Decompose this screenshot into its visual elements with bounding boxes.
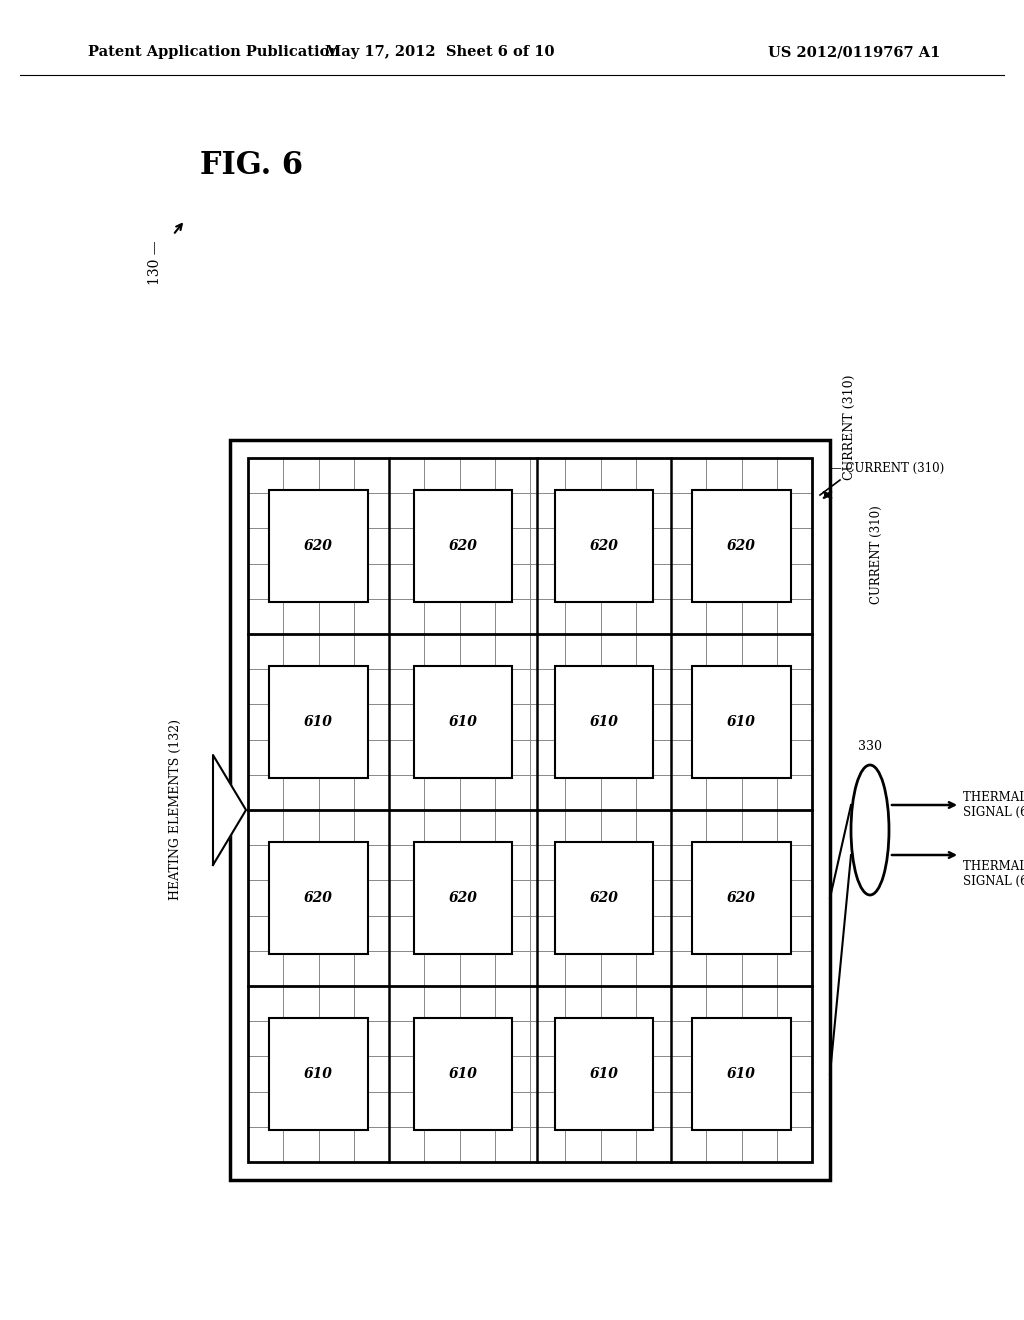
Text: 130 —: 130 — [148, 240, 162, 285]
Text: 610: 610 [590, 715, 618, 729]
Bar [555, 1018, 653, 1130]
Text: CURRENT (310): CURRENT (310) [870, 506, 883, 603]
Bar [269, 665, 368, 779]
Text: 610: 610 [727, 715, 756, 729]
Polygon shape [213, 755, 246, 865]
Bar [555, 490, 653, 602]
Text: 620: 620 [304, 891, 333, 906]
Text: 330: 330 [858, 741, 882, 752]
Text: — CURRENT (310): — CURRENT (310) [830, 462, 944, 475]
Text: 620: 620 [449, 891, 477, 906]
Text: 610: 610 [304, 715, 333, 729]
Text: 610: 610 [449, 1067, 477, 1081]
Bar [414, 1018, 512, 1130]
Text: 620: 620 [727, 539, 756, 553]
Bar [692, 1018, 791, 1130]
Bar [692, 665, 791, 779]
Text: HEATING ELEMENTS (132): HEATING ELEMENTS (132) [169, 719, 181, 900]
Text: Patent Application Publication: Patent Application Publication [88, 45, 340, 59]
Text: CURRENT (310): CURRENT (310) [843, 375, 856, 480]
Bar [414, 490, 512, 602]
Text: 620: 620 [590, 891, 618, 906]
Bar [230, 440, 830, 1180]
Bar [269, 842, 368, 954]
Text: 610: 610 [449, 715, 477, 729]
Text: US 2012/0119767 A1: US 2012/0119767 A1 [768, 45, 940, 59]
Bar [555, 842, 653, 954]
Bar [414, 665, 512, 779]
Text: 620: 620 [727, 891, 756, 906]
Text: THERMAL RESISTOR
SIGNAL (630): THERMAL RESISTOR SIGNAL (630) [963, 861, 1024, 888]
Text: 620: 620 [304, 539, 333, 553]
Bar [248, 458, 812, 1162]
Text: 620: 620 [590, 539, 618, 553]
Text: 620: 620 [449, 539, 477, 553]
Text: May 17, 2012  Sheet 6 of 10: May 17, 2012 Sheet 6 of 10 [326, 45, 555, 59]
Bar [555, 665, 653, 779]
Bar [414, 842, 512, 954]
Text: 610: 610 [304, 1067, 333, 1081]
Text: THERMAL DIODE
SIGNAL (640): THERMAL DIODE SIGNAL (640) [963, 791, 1024, 818]
Bar [692, 490, 791, 602]
Bar [269, 490, 368, 602]
Ellipse shape [851, 766, 889, 895]
Text: 610: 610 [727, 1067, 756, 1081]
Text: FIG. 6: FIG. 6 [200, 149, 303, 181]
Bar [692, 842, 791, 954]
Text: 610: 610 [590, 1067, 618, 1081]
Bar [269, 1018, 368, 1130]
